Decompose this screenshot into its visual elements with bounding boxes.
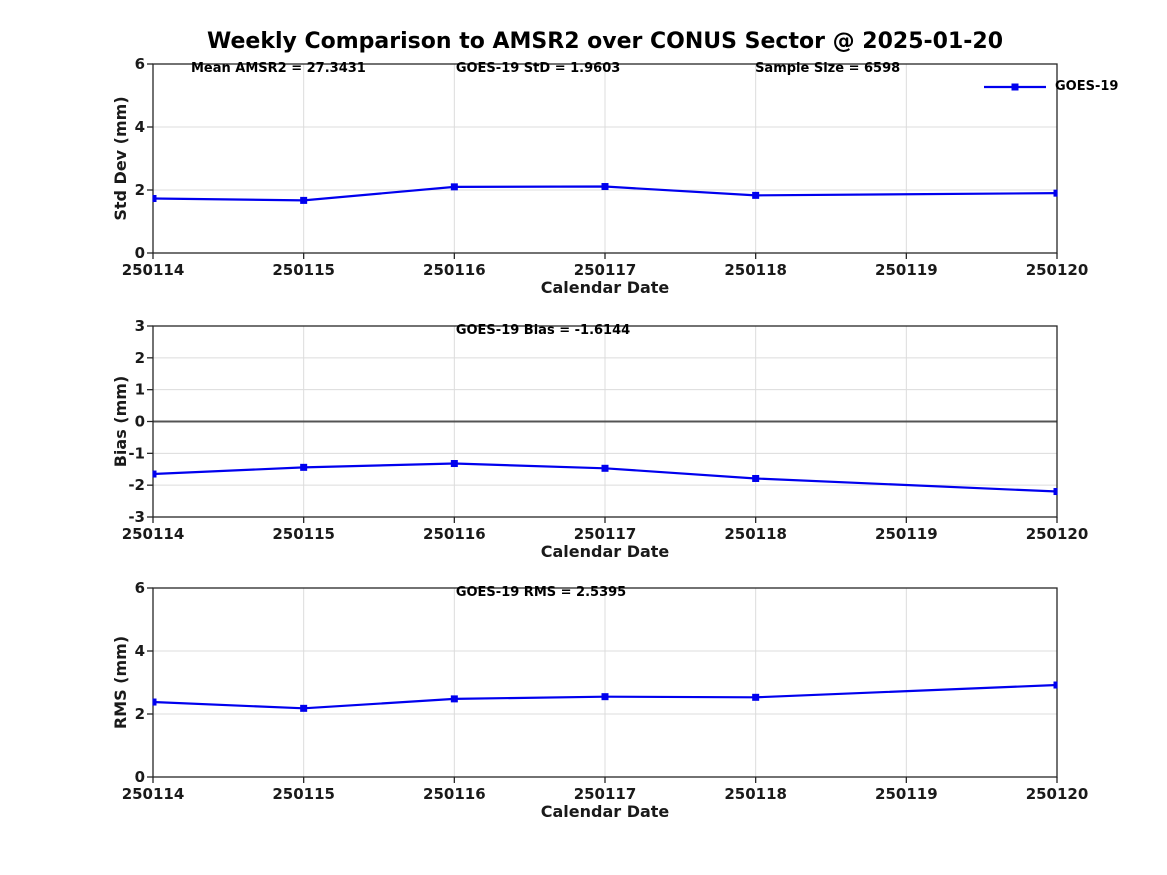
goes-19-marker: [601, 464, 609, 472]
goes-19-marker: [1053, 681, 1058, 689]
x-tick-label: 250120: [1026, 785, 1089, 803]
legend-line-marker-icon: [984, 83, 1046, 90]
x-tick-label: 250119: [875, 261, 938, 279]
y-tick-label: 6: [135, 55, 145, 73]
x-tick-label: 250116: [423, 525, 486, 543]
goes-19-marker: [752, 693, 760, 701]
annotation: Sample Size = 6598: [755, 61, 900, 76]
x-tick-label: 250116: [423, 785, 486, 803]
goes-19-marker: [601, 183, 609, 191]
goes-19-marker: [300, 704, 308, 712]
legend: GOES-19: [983, 79, 1118, 94]
y-tick-label: -3: [128, 508, 145, 526]
goes-19-series: [152, 183, 1058, 204]
x-tick-label: 250117: [574, 785, 637, 803]
y-axis-label: Bias (mm): [111, 376, 130, 468]
x-tick-label: 250115: [272, 525, 335, 543]
x-tick-label: 250119: [875, 785, 938, 803]
y-tick-label: 4: [135, 642, 145, 660]
goes-19-marker: [450, 183, 458, 191]
goes-19-marker: [450, 460, 458, 468]
y-tick-label: 3: [135, 317, 145, 335]
goes-19-marker: [601, 693, 609, 701]
x-tick-label: 250114: [122, 785, 185, 803]
x-tick-label: 250117: [574, 525, 637, 543]
annotation: GOES-19 Bias = -1.6144: [456, 323, 630, 338]
x-tick-label: 250116: [423, 261, 486, 279]
goes-19-line: [152, 683, 1058, 710]
goes-19-line: [152, 462, 1058, 493]
y-axis-label: RMS (mm): [111, 636, 130, 729]
goes-19-line: [152, 185, 1058, 202]
x-tick-label: 250114: [122, 525, 185, 543]
rms-subplot: 250114 250115 250116 250117 250118 250119 2501…: [111, 579, 1088, 821]
legend-series-label: GOES-19: [1055, 79, 1119, 94]
annotation: GOES-19 RMS = 2.5395: [456, 585, 626, 600]
x-tick-label: 250120: [1026, 525, 1089, 543]
goes-19-series: [152, 681, 1058, 712]
y-tick-label: 0: [135, 768, 145, 786]
y-tick-label: 2: [135, 705, 145, 723]
stddev-subplot: 250114 250115 250116 250117 250118 250119 2501…: [111, 55, 1088, 297]
goes-19-series: [152, 460, 1058, 496]
annotation: Mean AMSR2 = 27.3431: [191, 61, 366, 76]
x-tick-label: 250118: [724, 261, 787, 279]
y-axis-label: Std Dev (mm): [111, 96, 130, 220]
y-tick-label: -2: [128, 476, 145, 494]
y-tick-label: 2: [135, 349, 145, 367]
bias-subplot: 250114 250115 250116 250117 250118 250119 2501…: [111, 317, 1088, 561]
x-tick-label: 250118: [724, 525, 787, 543]
goes-19-marker: [1053, 488, 1058, 496]
goes-19-marker: [152, 195, 157, 203]
goes-19-marker: [1053, 189, 1058, 197]
goes-19-marker: [152, 470, 157, 478]
y-tick-label: 4: [135, 118, 145, 136]
y-tick-label: 0: [135, 244, 145, 262]
y-tick-label: 1: [135, 381, 145, 399]
goes-19-marker: [300, 463, 308, 471]
x-tick-label: 250115: [272, 261, 335, 279]
x-axis-label: Calendar Date: [541, 542, 670, 561]
x-axis-label: Calendar Date: [541, 278, 670, 297]
x-tick-label: 250120: [1026, 261, 1089, 279]
y-tick-label: -1: [128, 444, 145, 462]
goes-19-marker: [152, 698, 157, 706]
x-tick-label: 250117: [574, 261, 637, 279]
goes-19-marker: [450, 695, 458, 703]
x-tick-label: 250114: [122, 261, 185, 279]
y-tick-label: 6: [135, 579, 145, 597]
goes-19-marker: [752, 191, 760, 199]
x-axis-label: Calendar Date: [541, 802, 670, 821]
x-tick-label: 250119: [875, 525, 938, 543]
goes-19-marker: [752, 474, 760, 482]
y-tick-label: 0: [135, 413, 145, 431]
annotation: GOES-19 StD = 1.9603: [456, 61, 620, 76]
y-tick-label: 2: [135, 181, 145, 199]
goes-19-marker: [300, 196, 308, 204]
x-tick-label: 250118: [724, 785, 787, 803]
x-tick-label: 250115: [272, 785, 335, 803]
chart-title: Weekly Comparison to AMSR2 over CONUS Se…: [207, 29, 1003, 54]
